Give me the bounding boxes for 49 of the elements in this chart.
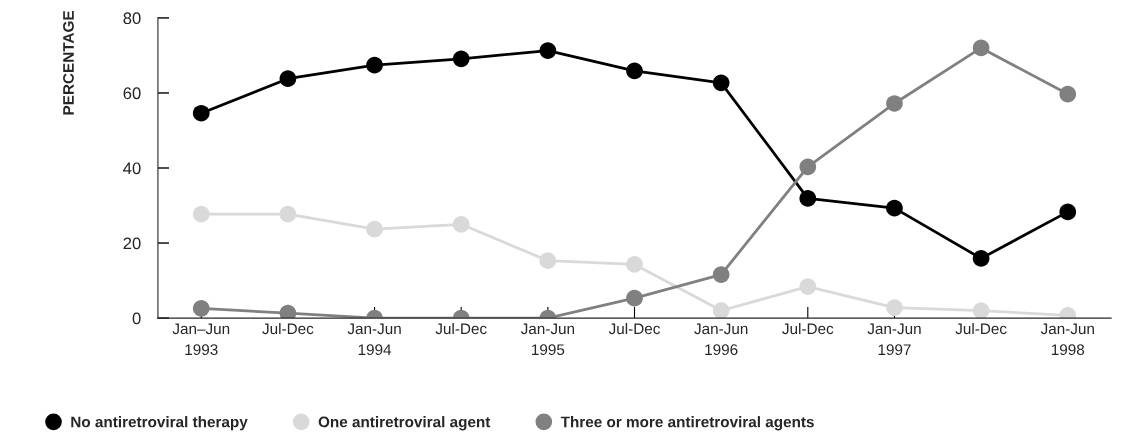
- x-tick-label: Jan-Jun 1997: [867, 323, 921, 356]
- point: [1059, 85, 1077, 103]
- point: [1059, 203, 1077, 221]
- x-tick-label: Jan–Jun 1993: [172, 323, 230, 356]
- point: [452, 50, 470, 68]
- point: [452, 215, 470, 233]
- legend-label: Three or more antiretroviral agents: [560, 416, 814, 431]
- x-tick-label: Jul-Dec: [262, 322, 314, 335]
- point: [626, 62, 643, 80]
- point: [712, 266, 730, 283]
- point: [279, 205, 297, 223]
- point: [712, 74, 730, 92]
- point: [192, 104, 210, 122]
- point: [279, 70, 297, 88]
- point: [366, 220, 383, 238]
- point: [972, 302, 990, 319]
- point: [539, 252, 557, 270]
- point: [712, 302, 730, 319]
- point: [192, 205, 210, 223]
- point: [799, 278, 817, 295]
- y-tick-label: 40: [123, 162, 141, 175]
- point: [626, 256, 643, 273]
- y-axis-title: PERCENTAGE: [63, 11, 74, 115]
- point: [886, 299, 903, 316]
- x-tick-label: Jan-Jun 1994: [347, 323, 401, 356]
- y-tick-label: 60: [123, 87, 141, 100]
- point: [799, 190, 817, 207]
- point: [972, 39, 990, 57]
- y-tick-label: 20: [123, 237, 141, 250]
- x-tick-label: Jul-Dec: [608, 322, 660, 335]
- x-tick-label: Jan-Jun 1995: [520, 323, 575, 356]
- x-tick-label: Jul-Dec: [955, 322, 1007, 335]
- y-tick-label: 0: [132, 312, 141, 325]
- point: [366, 56, 383, 74]
- point: [626, 289, 643, 307]
- point: [539, 42, 557, 59]
- point: [886, 199, 903, 217]
- x-tick-label: Jan-Jun 1996: [694, 323, 748, 356]
- point: [279, 304, 297, 319]
- point: [192, 299, 210, 317]
- point: [799, 158, 817, 176]
- legend-label: One antiretroviral agent: [318, 416, 491, 431]
- point: [886, 95, 903, 112]
- legend-label: No antiretroviral therapy: [71, 416, 248, 431]
- point: [972, 250, 990, 267]
- x-tick-label: Jan-Jun 1998: [1040, 323, 1094, 356]
- x-tick-label: Jul-Dec: [435, 322, 487, 335]
- x-tick-label: Jul-Dec: [782, 322, 834, 335]
- y-tick-label: 80: [123, 12, 141, 25]
